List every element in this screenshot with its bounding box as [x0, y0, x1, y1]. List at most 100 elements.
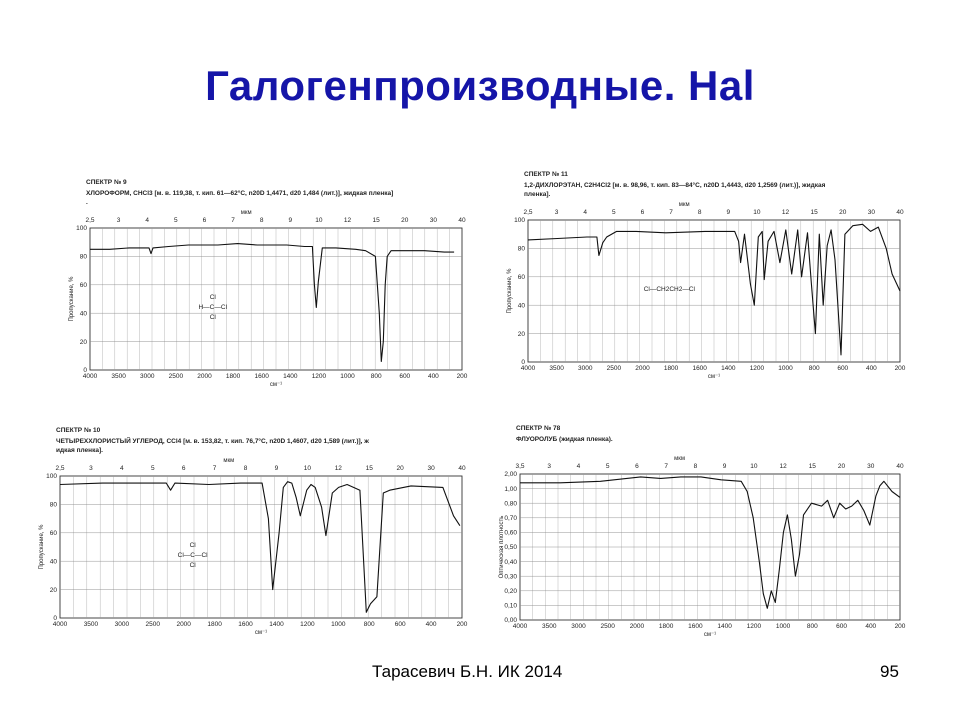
y-tick-label: 80 — [518, 246, 526, 253]
top-tick-label: 20 — [401, 217, 409, 224]
top-tick-label: 5 — [606, 463, 610, 470]
top-tick-label: 12 — [344, 217, 352, 224]
top-tick-label: 12 — [779, 463, 787, 470]
spectrum-svg: СПЕКТР № 78 ФЛУОРОЛУБ (жидкая пленка). 3,5… — [499, 425, 906, 638]
spectrum-description: ФЛУОРОЛУБ (жидкая пленка). — [516, 436, 613, 443]
structure-formula: Cl — [190, 542, 197, 549]
x-tick-label: 1000 — [776, 623, 791, 630]
top-axis-unit: мкм — [674, 456, 685, 462]
y-tick-label: 0,00 — [504, 617, 517, 624]
spectrum-description-cont: . — [86, 199, 88, 206]
spectrum-svg: СПЕКТР № 9 ХЛОРОФОРМ, CHCl3 [м. в. 119,38… — [69, 179, 468, 388]
x-tick-label: 1200 — [750, 365, 765, 372]
footer-author: Тарасевич Б.Н. ИК 2014 — [372, 662, 563, 681]
spectrum-label: СПЕКТР № 11 — [524, 171, 568, 178]
spectrum-description: ХЛОРОФОРМ, CHCl3 [м. в. 119,38, т. кип. … — [86, 189, 393, 197]
top-tick-label: 3 — [117, 217, 121, 224]
y-tick-label: 0,70 — [504, 515, 517, 522]
spectrum-carbon-tetrachloride: СПЕКТР № 10 ЧЕТЫРЕХХЛОРИСТЫЙ УГЛЕРОД, CCl… — [30, 420, 472, 638]
top-tick-label: 7 — [669, 209, 673, 216]
y-tick-label: 80 — [50, 502, 58, 509]
structure-formula: Cl — [210, 314, 217, 321]
x-tick-label: 3500 — [549, 365, 564, 372]
structure-formula: Cl—C—Cl — [178, 552, 209, 559]
x-tick-label: 4000 — [521, 365, 536, 372]
top-tick-label: 4 — [120, 465, 124, 472]
structure-formula: Cl — [210, 294, 217, 301]
x-tick-label: 1400 — [717, 623, 732, 630]
x-tick-label: 1200 — [747, 623, 762, 630]
top-tick-label: 40 — [458, 465, 466, 472]
x-tick-label: 800 — [807, 623, 818, 630]
x-tick-label: 2000 — [197, 373, 212, 380]
x-tick-label: 3500 — [542, 623, 557, 630]
top-tick-label: 4 — [577, 463, 581, 470]
y-axis-label: Оптическая плотность — [499, 516, 505, 579]
y-tick-label: 100 — [46, 473, 57, 480]
top-axis-unit: мкм — [223, 458, 234, 464]
top-tick-label: 6 — [641, 209, 645, 216]
structure-formula: H—C—Cl — [198, 304, 227, 311]
top-tick-label: 20 — [839, 209, 847, 216]
top-tick-label: 2,5 — [55, 465, 64, 472]
spectrum-label: СПЕКТР № 9 — [86, 179, 127, 186]
x-tick-label: 1400 — [283, 373, 298, 380]
y-tick-label: 0 — [521, 359, 525, 366]
x-tick-label: 1600 — [688, 623, 703, 630]
x-tick-label: 3000 — [578, 365, 593, 372]
top-tick-label: 5 — [151, 465, 155, 472]
top-tick-label: 30 — [430, 217, 438, 224]
top-tick-label: 30 — [427, 465, 435, 472]
top-tick-label: 40 — [896, 209, 904, 216]
x-axis-unit: см⁻¹ — [704, 632, 716, 638]
x-tick-label: 400 — [866, 365, 877, 372]
top-tick-label: 10 — [304, 465, 312, 472]
x-tick-label: 1800 — [664, 365, 679, 372]
top-tick-label: 20 — [397, 465, 405, 472]
top-tick-label: 2,5 — [523, 209, 532, 216]
x-tick-label: 3000 — [115, 621, 130, 628]
x-tick-label: 1600 — [238, 621, 253, 628]
y-tick-label: 40 — [80, 310, 88, 317]
top-tick-label: 6 — [635, 463, 639, 470]
top-tick-label: 5 — [612, 209, 616, 216]
x-tick-label: 1800 — [226, 373, 241, 380]
x-axis-unit: см⁻¹ — [708, 374, 720, 380]
spectrum-trace — [90, 243, 455, 363]
top-tick-label: 20 — [838, 463, 846, 470]
x-tick-label: 800 — [809, 365, 820, 372]
spectrum-description: ЧЕТЫРЕХХЛОРИСТЫЙ УГЛЕРОД, CCl4 [м. в. 15… — [56, 436, 369, 445]
x-tick-label: 3500 — [111, 373, 126, 380]
x-tick-label: 3500 — [84, 621, 99, 628]
y-tick-label: 0 — [53, 615, 57, 622]
x-tick-label: 1800 — [659, 623, 674, 630]
top-tick-label: 9 — [723, 463, 727, 470]
top-tick-label: 15 — [809, 463, 817, 470]
top-tick-label: 30 — [867, 463, 875, 470]
x-tick-label: 1000 — [331, 621, 346, 628]
y-tick-label: 40 — [50, 558, 58, 565]
top-tick-label: 15 — [366, 465, 374, 472]
top-tick-label: 3 — [555, 209, 559, 216]
top-tick-label: 3 — [547, 463, 551, 470]
x-tick-label: 400 — [865, 623, 876, 630]
y-tick-label: 0,60 — [504, 530, 517, 537]
x-tick-label: 1200 — [312, 373, 327, 380]
x-tick-label: 4000 — [53, 621, 68, 628]
top-tick-label: 7 — [213, 465, 217, 472]
x-tick-label: 200 — [895, 365, 906, 372]
top-tick-label: 3 — [89, 465, 93, 472]
top-tick-label: 7 — [231, 217, 235, 224]
x-tick-label: 2500 — [146, 621, 161, 628]
x-tick-label: 400 — [426, 621, 437, 628]
y-tick-label: 100 — [514, 217, 525, 224]
y-tick-label: 20 — [50, 587, 58, 594]
x-tick-label: 400 — [428, 373, 439, 380]
y-axis-label: Пропускание, % — [39, 524, 45, 570]
y-tick-label: 1,00 — [504, 486, 517, 493]
top-axis-unit: мкм — [241, 210, 252, 216]
x-tick-label: 1400 — [269, 621, 284, 628]
top-tick-label: 9 — [726, 209, 730, 216]
top-tick-label: 4 — [583, 209, 587, 216]
x-tick-label: 1600 — [692, 365, 707, 372]
